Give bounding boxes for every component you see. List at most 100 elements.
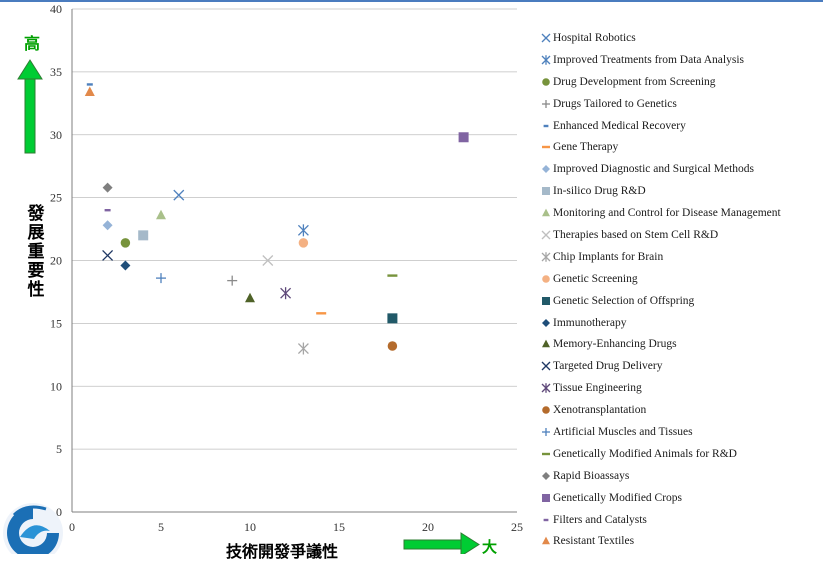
legend-label: Artificial Muscles and Tissues (553, 425, 693, 438)
legend-marker (541, 252, 551, 262)
data-point (387, 274, 398, 277)
legend-item: Genetic Selection of Offspring (540, 290, 822, 312)
legend-item: Genetically Modified Animals for R&D (540, 443, 822, 465)
y-tick-label: 35 (50, 65, 62, 79)
data-point (316, 312, 327, 315)
x-tick-label: 25 (511, 520, 523, 534)
y-axis-label-char: 展 (27, 223, 45, 243)
legend-marker-shape (541, 55, 551, 65)
legend-marker (542, 537, 550, 545)
legend-marker (542, 99, 550, 108)
legend-label: Drugs Tailored to Genetics (553, 97, 677, 110)
data-points (84, 83, 469, 355)
legend-marker-shape (542, 493, 550, 502)
legend-label: Therapies based on Stem Cell R&D (553, 228, 719, 241)
legend-marker-shape (541, 361, 551, 371)
big-label: 大 (482, 538, 498, 556)
x-tick-label: 5 (158, 520, 164, 534)
legend-item: Improved Treatments from Data Analysis (540, 49, 822, 71)
legend-label: Resistant Textiles (553, 535, 635, 548)
legend-item: Hospital Robotics (540, 27, 822, 49)
legend: Hospital Robotics Improved Treatments fro… (540, 27, 822, 552)
y-tick-label: 0 (56, 505, 62, 519)
legend-label: In-silico Drug R&D (553, 185, 646, 198)
high-label: 高 (24, 34, 41, 53)
legend-marker (542, 77, 550, 86)
data-point (156, 209, 166, 220)
data-point (156, 273, 166, 284)
y-axis-label-char: 要 (27, 261, 45, 281)
legend-label: Xenotransplantation (553, 404, 647, 417)
legend-marker (542, 452, 550, 456)
y-axis-label-char: 重 (27, 242, 45, 262)
legend-label: Improved Treatments from Data Analysis (553, 53, 745, 66)
legend-item: Drugs Tailored to Genetics (540, 93, 822, 115)
axes (71, 9, 517, 513)
legend-item: Resistant Textiles (540, 530, 822, 552)
legend-item: Rapid Bioassays (540, 465, 822, 487)
legend-marker (541, 383, 551, 393)
legend-marker (542, 146, 550, 149)
legend-marker-shape (542, 296, 550, 305)
data-point (102, 182, 113, 193)
x-tick-label: 10 (244, 520, 256, 534)
x-axis-label: 技術開發爭議性 (226, 542, 339, 561)
legend-marker-shape (542, 537, 550, 545)
legend-marker (541, 230, 551, 240)
x-tick-label: 15 (333, 520, 345, 534)
x-tick-label: 20 (422, 520, 434, 534)
tick-labels: 0 5 10 15 20 25 30 35 40 0 5 10 15 20 25 (50, 2, 523, 534)
y-axis-label: 發展重要性 (26, 205, 46, 300)
legend-marker (542, 208, 550, 217)
legend-label: Genetic Screening (553, 272, 638, 285)
legend-marker-shape (542, 471, 550, 480)
y-tick-label: 30 (50, 128, 62, 142)
y-tick-label: 15 (50, 316, 62, 330)
legend-label: Hospital Robotics (553, 31, 636, 44)
legend-marker-shape (542, 77, 550, 86)
legend-marker-shape (542, 99, 550, 108)
top-rule (0, 0, 823, 2)
legend-item: Gene Therapy (540, 136, 822, 158)
legend-label: Chip Implants for Brain (553, 250, 664, 263)
data-point (120, 238, 131, 248)
legend-item: Drug Development from Screening (540, 71, 822, 93)
y-axis-label-char: 發 (27, 204, 45, 224)
legend-label: Targeted Drug Delivery (553, 360, 663, 373)
legend-label: Monitoring and Control for Disease Manag… (553, 207, 781, 220)
legend-label: Drug Development from Screening (553, 75, 716, 88)
data-point (298, 238, 309, 248)
legend-marker (542, 493, 550, 502)
legend-marker-shape (542, 208, 550, 217)
legend-marker-shape (542, 146, 550, 149)
legend-marker-shape (542, 165, 550, 174)
data-point (102, 220, 113, 231)
data-point (297, 224, 309, 237)
legend-marker-shape (543, 518, 549, 521)
legend-marker-shape (541, 252, 551, 262)
legend-marker (543, 124, 549, 127)
legend-item: Artificial Muscles and Tissues (540, 421, 822, 443)
legend-marker-shape (541, 383, 551, 393)
y-tick-label: 25 (50, 191, 62, 205)
x-tick-label: 0 (69, 520, 75, 534)
legend-item: Genetic Screening (540, 268, 822, 290)
legend-item: Xenotransplantation (540, 399, 822, 421)
legend-marker-shape (542, 318, 550, 327)
legend-item: Genetically Modified Crops (540, 487, 822, 509)
legend-marker-shape (542, 427, 550, 436)
gridlines (72, 8, 517, 450)
legend-item: Memory-Enhancing Drugs (540, 333, 822, 355)
legend-label: Rapid Bioassays (553, 469, 630, 482)
legend-marker-shape (541, 33, 551, 43)
legend-marker (543, 518, 549, 521)
legend-item: Therapies based on Stem Cell R&D (540, 224, 822, 246)
legend-label: Genetic Selection of Offspring (553, 294, 695, 307)
up-arrow-icon (17, 59, 43, 154)
data-point (297, 342, 309, 355)
y-tick-label: 5 (56, 442, 62, 456)
data-point (245, 292, 255, 303)
legend-marker-shape (542, 340, 550, 348)
legend-marker (542, 406, 550, 414)
data-point (227, 275, 238, 286)
